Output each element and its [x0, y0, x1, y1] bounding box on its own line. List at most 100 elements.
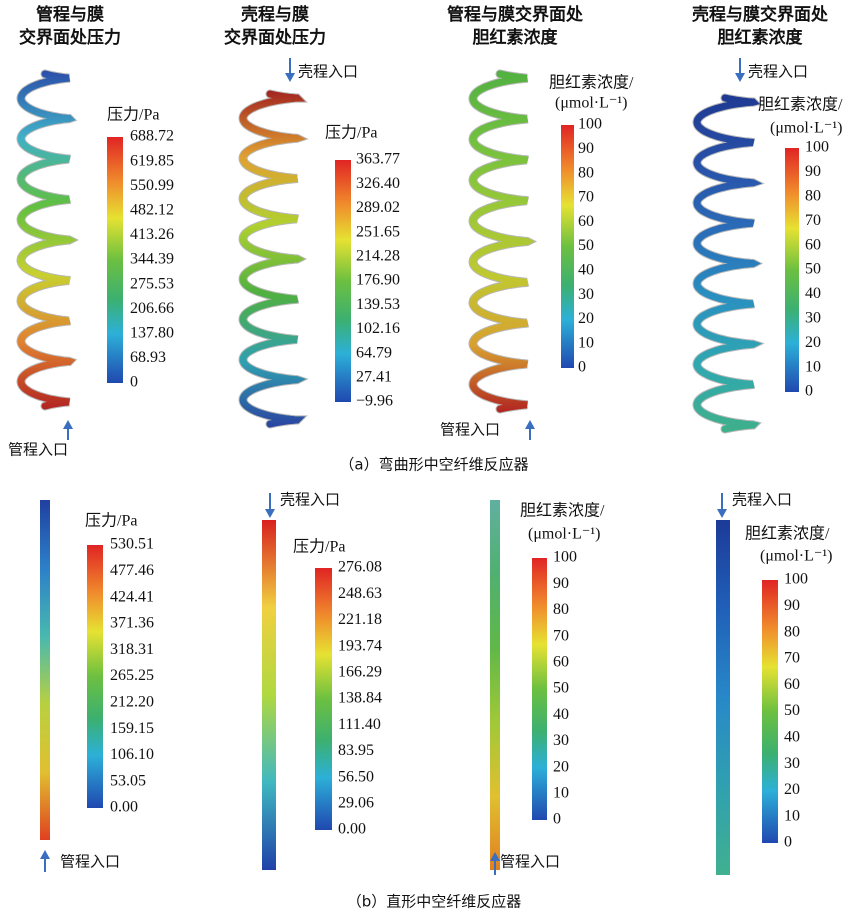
tick-label: 70 [553, 627, 569, 644]
tick-label: 90 [805, 163, 821, 180]
tick-label: 100 [553, 549, 577, 566]
arrow-head [285, 73, 295, 82]
colorbar [785, 148, 799, 392]
tick-label: 10 [553, 784, 569, 801]
tick-label: 0.00 [110, 799, 138, 816]
tick-label: 90 [578, 140, 594, 157]
tick-label: 100 [784, 571, 808, 588]
tick-label: 70 [784, 650, 800, 667]
caption: （a）弯曲形中空纤维反应器 [339, 456, 528, 474]
legend-title: 胆红素浓度/ [520, 502, 605, 520]
tick-label: 550.99 [130, 177, 174, 194]
inlet-label: 壳程入口 [732, 491, 792, 509]
arrow-head [265, 509, 275, 518]
tick-label: 0 [784, 834, 792, 851]
tick-label: 10 [784, 807, 800, 824]
tick-label: 20 [784, 781, 800, 798]
tick-label: 275.53 [130, 275, 174, 292]
arrow-head [63, 420, 73, 429]
tick-label: 248.63 [338, 585, 382, 602]
inlet-label: 壳程入口 [298, 63, 358, 81]
inlet-label: 管程入口 [500, 853, 560, 871]
legend-title: 压力/Pa [325, 124, 377, 142]
tick-label: 0 [130, 374, 138, 391]
legend-title: 压力/Pa [107, 106, 159, 124]
legend-title: 胆红素浓度/ [758, 96, 843, 114]
tick-label: 166.29 [338, 663, 382, 680]
tick-label: 100 [578, 116, 602, 133]
colorbar [315, 568, 332, 830]
tick-label: 477.46 [110, 562, 154, 579]
arrow-head [717, 509, 727, 518]
tick-label: 90 [784, 597, 800, 614]
tick-label: 56.50 [338, 768, 374, 785]
tick-label: 60 [553, 653, 569, 670]
tick-label: 70 [578, 189, 594, 206]
tick-label: 100 [805, 139, 829, 156]
panel-title: 壳程与膜 [240, 4, 309, 25]
tube [40, 500, 50, 840]
tick-label: 30 [805, 309, 821, 326]
tick-label: 206.66 [130, 300, 174, 317]
tube [262, 520, 276, 870]
panel-title: 交界面处压力 [19, 27, 121, 48]
tick-label: 214.28 [356, 247, 400, 264]
colorbar [561, 125, 574, 368]
colorbar [532, 558, 547, 820]
legend-title: 压力/Pa [85, 512, 137, 530]
arrow-head [525, 420, 535, 429]
tick-label: 276.08 [338, 559, 382, 576]
caption: （b）直形中空纤维反应器 [347, 893, 522, 911]
tick-label: 0 [553, 811, 561, 828]
tick-label: 221.18 [338, 611, 382, 628]
tick-label: 0 [578, 359, 586, 376]
tick-label: 50 [805, 261, 821, 278]
tick-label: 83.95 [338, 742, 374, 759]
tick-label: −9.96 [356, 393, 393, 410]
tick-label: 106.10 [110, 746, 154, 763]
tick-label: 265.25 [110, 667, 154, 684]
inlet-label: 管程入口 [8, 441, 68, 459]
tick-label: 40 [805, 285, 821, 302]
tick-label: 53.05 [110, 772, 146, 789]
tick-label: 159.15 [110, 720, 154, 737]
tick-label: 212.20 [110, 693, 154, 710]
tick-label: 40 [578, 261, 594, 278]
tick-label: 60 [805, 236, 821, 253]
tick-label: 688.72 [130, 128, 174, 145]
legend-title: (μmol·L⁻¹) [770, 120, 842, 137]
tick-label: 111.40 [338, 716, 381, 733]
tick-label: 40 [553, 706, 569, 723]
tick-label: 193.74 [338, 637, 382, 654]
tick-label: 50 [553, 680, 569, 697]
legend-title: 胆红素浓度/ [549, 74, 634, 92]
tick-label: 137.80 [130, 324, 174, 341]
tick-label: 50 [578, 237, 594, 254]
tick-label: 289.02 [356, 199, 400, 216]
tick-label: 80 [784, 623, 800, 640]
tick-label: 20 [805, 334, 821, 351]
tick-label: 424.41 [110, 588, 154, 605]
colorbar [107, 137, 123, 383]
tick-label: 102.16 [356, 320, 400, 337]
tick-label: 30 [553, 732, 569, 749]
tick-label: 619.85 [130, 152, 174, 169]
tick-label: 10 [805, 358, 821, 375]
figure: 管程与膜交界面处压力压力/Pa688.72619.85550.99482.124… [0, 0, 868, 915]
colorbar [762, 580, 778, 843]
arrow-head [735, 73, 745, 82]
tick-label: 27.41 [356, 368, 392, 385]
inlet-label: 管程入口 [440, 421, 500, 439]
colorbar [87, 545, 103, 808]
tick-label: 413.26 [130, 226, 174, 243]
panel-title: 胆红素浓度 [718, 27, 804, 48]
colorbar [335, 160, 351, 402]
tick-label: 68.93 [130, 349, 166, 366]
tick-label: 0 [805, 383, 813, 400]
tick-label: 30 [578, 286, 594, 303]
arrow-head [40, 850, 50, 859]
tick-label: 50 [784, 702, 800, 719]
legend-title: 压力/Pa [293, 538, 345, 556]
tick-label: 60 [578, 213, 594, 230]
panel-title: 管程与膜交界面处 [447, 4, 584, 25]
